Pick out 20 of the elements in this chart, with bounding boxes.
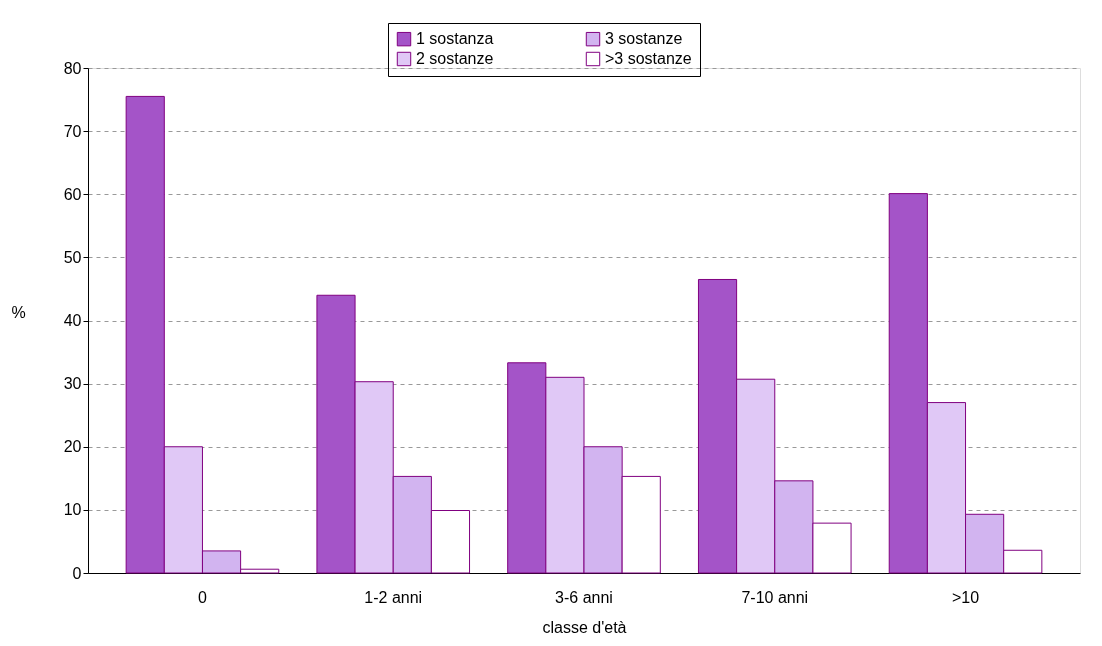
y-tick-label: 10	[63, 501, 82, 519]
x-tick-label: 3-6 anni	[555, 588, 613, 606]
x-tick-label: 0	[198, 588, 208, 606]
x-tick-label: 1-2 anni	[364, 588, 423, 606]
y-axis-title: %	[11, 304, 26, 321]
y-tick-label: 80	[63, 59, 82, 77]
y-tick-label: 20	[63, 438, 82, 456]
legend-label: 3 sostanze	[605, 30, 683, 48]
y-tick-label: 70	[63, 122, 82, 140]
legend-label: 2 sostanze	[416, 50, 494, 67]
legend-label: 1 sostanza	[416, 30, 494, 48]
x-tick-label: 7-10 anni	[741, 588, 809, 606]
x-axis-title: classe d'età	[542, 618, 627, 636]
y-tick-label: 50	[63, 248, 82, 266]
y-tick-label: 40	[63, 312, 82, 329]
y-tick-label: 30	[63, 375, 82, 393]
x-tick-label: >10	[951, 588, 980, 606]
legend-label: >3 sostanze	[605, 50, 692, 67]
y-tick-label: 0	[72, 564, 82, 582]
y-tick-label: 60	[63, 185, 82, 203]
